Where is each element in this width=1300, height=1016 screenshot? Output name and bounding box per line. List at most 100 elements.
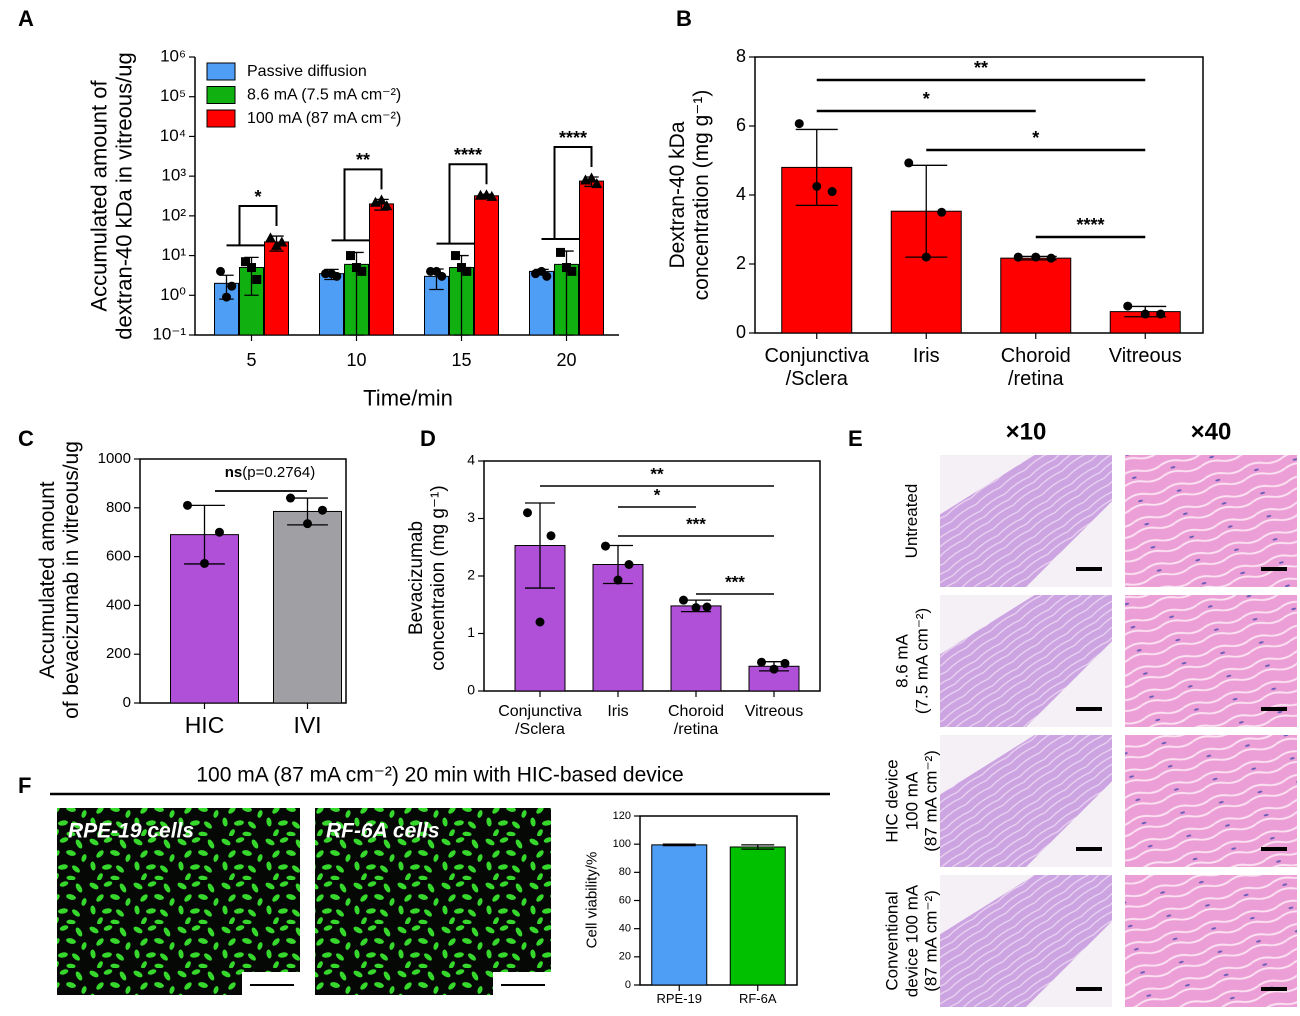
bar: [369, 203, 394, 336]
column-header: ×40: [1191, 418, 1232, 445]
data-point: [357, 266, 367, 276]
significance-bracket: [541, 146, 593, 241]
data-point: [591, 178, 603, 189]
data-point: [769, 664, 779, 674]
data-point: [1156, 309, 1166, 319]
x-tick-label: Conjunctiva /Sclera: [498, 703, 582, 739]
data-point: [327, 269, 336, 279]
data-point: [265, 232, 276, 243]
significance-label: ***: [686, 514, 706, 533]
y-tick-label: 10²: [161, 205, 186, 224]
data-point: [601, 541, 610, 551]
error-bar: [662, 843, 696, 847]
significance-bracket: [436, 163, 488, 245]
scale-bar-bg: [493, 972, 551, 995]
y-tick-label: 10⁶: [160, 46, 186, 65]
y-axis-label: Dextran-40 kDa concentration (mg g⁻¹): [665, 89, 713, 301]
legend-swatch: [206, 109, 236, 128]
scale-bar: [1261, 567, 1287, 571]
y-tick-label: 800: [106, 499, 131, 516]
data-point: [904, 158, 914, 168]
y-tick-label: 100: [613, 838, 631, 850]
x-tick-label: 15: [451, 350, 472, 370]
x-tick-label: 20: [556, 350, 577, 370]
x-tick-label: Iris: [607, 703, 629, 720]
data-point: [276, 236, 288, 247]
tissue: [940, 595, 1112, 727]
error-bar: [795, 128, 838, 206]
data-point: [451, 251, 460, 261]
data-point: [535, 617, 545, 627]
y-tick-label: 8: [736, 46, 746, 66]
data-point: [827, 187, 837, 197]
data-point: [537, 266, 546, 276]
legend-label: Passive diffusion: [247, 63, 367, 80]
data-point: [352, 263, 361, 273]
y-tick-label: 20: [619, 951, 631, 963]
data-point: [183, 500, 192, 510]
data-point: [523, 508, 532, 518]
y-tick-label: 0: [467, 682, 475, 698]
y-tick-label: 60: [619, 894, 631, 906]
tissue: [940, 735, 1112, 867]
data-point: [214, 527, 224, 537]
data-point: [586, 172, 597, 183]
data-point: [780, 658, 790, 668]
x-tick-label: HIC: [184, 712, 225, 738]
row-label: Untreated: [902, 483, 922, 559]
y-tick-label: 4: [736, 184, 746, 204]
y-tick-label: 2: [467, 567, 475, 583]
data-point: [567, 266, 577, 276]
row-label: 8.6 mA (7.5 mA cm⁻²): [892, 607, 931, 715]
data-point: [1046, 253, 1056, 263]
histology-image: [1125, 595, 1297, 727]
axis-frame: [754, 56, 1204, 334]
p-value: (p=0.2764): [242, 464, 315, 481]
bar: [319, 273, 344, 336]
y-tick-label: 10¹: [161, 245, 186, 264]
y-tick-label: 400: [106, 596, 131, 613]
section-title: 100 mA (87 mA cm⁻²) 20 min with HIC-base…: [196, 764, 683, 787]
significance-label: **: [650, 464, 664, 483]
data-point: [562, 263, 571, 273]
data-point: [317, 505, 327, 515]
data-point: [252, 274, 262, 284]
legend-label: 8.6 mA (7.5 mA cm⁻²): [247, 87, 401, 104]
bar: [529, 270, 554, 336]
significance-label: ****: [559, 128, 587, 148]
error-bar: [525, 502, 555, 589]
data-point: [241, 257, 250, 267]
y-tick-label: 0: [736, 322, 746, 342]
y-tick-label: 6: [736, 115, 746, 135]
y-tick-label: 40: [619, 923, 631, 935]
significance-label: *: [923, 89, 930, 109]
scale-bar: [1076, 707, 1102, 711]
data-point: [794, 119, 804, 129]
significance-label: **: [356, 150, 370, 170]
scale-bar: [1076, 567, 1102, 571]
axis-frame: [483, 460, 821, 692]
tissue: [940, 455, 1112, 587]
data-point: [1031, 252, 1041, 262]
y-axis-label: Cell viability/%: [583, 851, 601, 949]
data-point: [624, 560, 634, 569]
y-tick-label: 3: [467, 509, 475, 525]
significance-label: ***: [725, 572, 745, 591]
data-point: [432, 266, 441, 276]
x-axis-label: Time/min: [363, 385, 453, 411]
y-tick-label: 80: [619, 866, 631, 878]
x-tick-label: Vitreous: [744, 703, 804, 720]
y-axis-label: Bevacizumab concentraion (mg g⁻¹): [406, 485, 449, 671]
scale-bar-bg: [242, 972, 300, 995]
data-point: [457, 263, 466, 273]
y-tick-label: 0: [625, 979, 631, 991]
legend-label: 100 mA (87 mA cm⁻²): [247, 110, 401, 127]
data-point: [286, 493, 295, 503]
bar: [264, 241, 289, 336]
cell-image: [315, 808, 551, 995]
significance-label: ns(p=0.2764): [225, 464, 316, 481]
y-tick-label: 600: [106, 548, 131, 565]
x-tick-label: Conjunctiva /Sclera: [764, 345, 870, 390]
legend-swatch: [206, 86, 236, 104]
